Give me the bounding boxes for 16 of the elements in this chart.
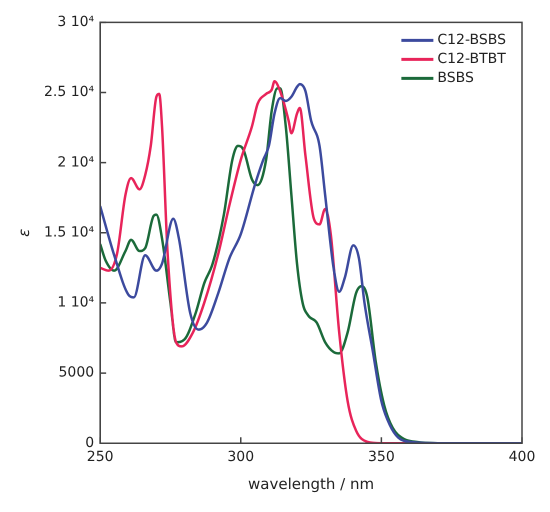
x-tick-label: 400 xyxy=(508,449,536,466)
y-tick-label: 1 10⁴ xyxy=(57,294,95,311)
y-tick-label: 5000 xyxy=(58,364,94,381)
x-axis-title: wavelength / nm xyxy=(248,474,374,493)
y-tick-label: 0 xyxy=(85,434,94,451)
y-tick-label: 1.5 10⁴ xyxy=(44,224,95,240)
x-tick-label: 250 xyxy=(86,449,114,466)
legend-label: BSBS xyxy=(437,70,474,86)
x-tick-label: 300 xyxy=(227,449,254,466)
x-tick-label: 350 xyxy=(368,449,395,466)
legend-label: C12-BTBT xyxy=(437,51,506,68)
y-tick-label: 3 10⁴ xyxy=(57,14,95,30)
y-tick-label: 2.5 10⁴ xyxy=(44,84,95,100)
legend-label: C12-BSBS xyxy=(437,32,506,48)
y-tick-label: 2 10⁴ xyxy=(57,154,95,170)
y-axis-title: ε xyxy=(14,228,33,237)
